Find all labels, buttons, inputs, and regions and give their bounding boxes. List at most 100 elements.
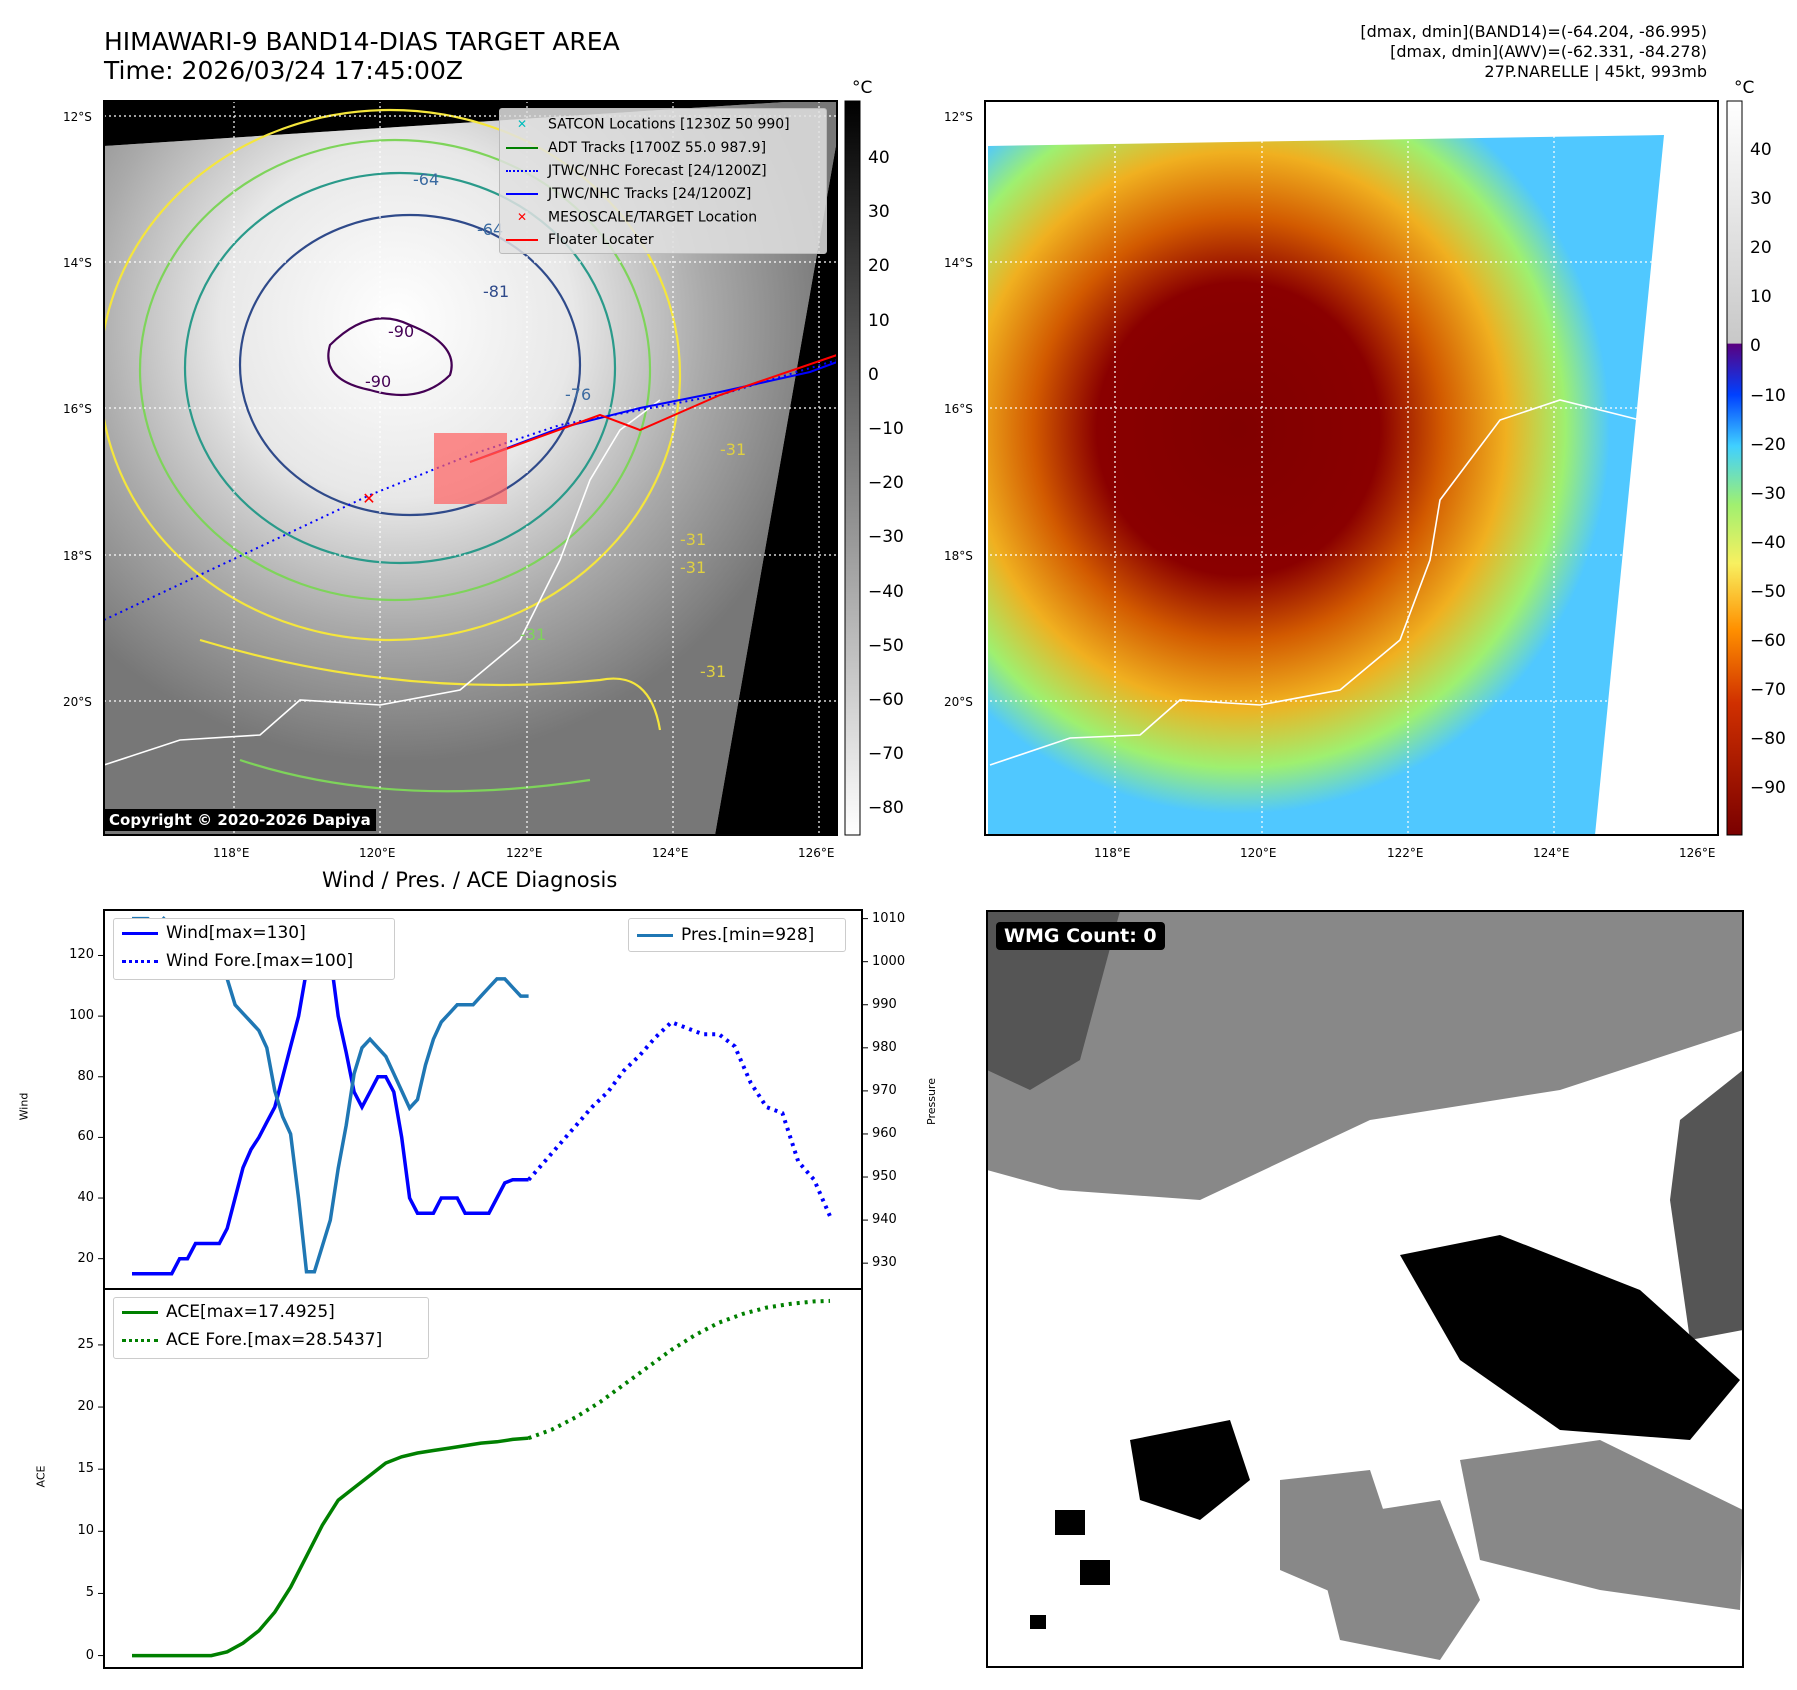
lat-label-awv: 18°S xyxy=(944,549,973,563)
ir-colorbar-unit: °C xyxy=(852,78,873,98)
lon-label-ir: 124°E xyxy=(652,846,689,860)
y-tick-label: 20 xyxy=(77,1250,94,1266)
awv-colorbar-tick: −80 xyxy=(1750,729,1786,750)
awv-colorbar-tick: −10 xyxy=(1750,385,1786,406)
y-tick-right-label: 1000 xyxy=(872,953,906,969)
lon-label-ir: 126°E xyxy=(798,846,835,860)
awv-colorbar-tick: −90 xyxy=(1750,778,1786,799)
legend-label: SATCON Locations [1230Z 50 990] xyxy=(548,116,790,133)
lat-label-awv: 12°S xyxy=(944,110,973,124)
y-tick-label: 15 xyxy=(77,1461,94,1477)
awv-colorbar-tick: 0 xyxy=(1750,336,1761,357)
ir-colorbar-tick: 30 xyxy=(868,202,890,223)
ir-colorbar xyxy=(844,100,861,836)
lon-label-awv: 120°E xyxy=(1240,846,1277,860)
wmg-count-badge: WMG Count: 0 xyxy=(996,922,1165,950)
y-tick-right-label: 950 xyxy=(872,1169,897,1185)
legend-swatch xyxy=(506,169,538,172)
contour-label: -90 xyxy=(365,372,392,391)
lat-label-ir: 12°S xyxy=(63,110,92,124)
ir-colorbar-tick: −70 xyxy=(868,744,904,765)
y-tick-label: 25 xyxy=(77,1336,94,1352)
y-tick-right-label: 940 xyxy=(872,1212,897,1228)
y-tick-right-label: 980 xyxy=(872,1039,897,1055)
y-tick-right-label: 930 xyxy=(872,1255,897,1271)
contour-64a xyxy=(138,138,652,602)
contour-64b xyxy=(183,171,617,565)
lon-label-ir: 122°E xyxy=(506,846,543,860)
chart-title: HIMAWARI-9 BAND14-DIAS TARGET AREA xyxy=(104,27,620,56)
legend-label: Floater Locater xyxy=(548,232,654,248)
lat-label-awv: 14°S xyxy=(944,256,973,270)
awv-colorbar-tick: −30 xyxy=(1750,483,1786,504)
pressure-axis-label: Pressure xyxy=(924,1078,938,1125)
wind-legend: Wind[max=130] Wind Fore.[max=100] xyxy=(113,918,395,980)
legend-swatch: ✕ xyxy=(516,209,528,224)
contour-label: -31 xyxy=(700,662,727,681)
awv-colorbar-tick: −50 xyxy=(1750,581,1786,602)
awv-colorbar-tick: −60 xyxy=(1750,631,1786,651)
jtwc-track xyxy=(469,361,838,463)
legend-label: MESOSCALE/TARGET Location xyxy=(548,209,758,225)
lat-label-ir: 18°S xyxy=(63,549,92,563)
map-legend-entry: Floater Locater xyxy=(506,229,820,252)
contour-label: -31 xyxy=(720,440,747,459)
info-storm: 27P.NARELLE | 45kt, 993mb xyxy=(1484,62,1707,81)
awv-colorbar-tick: 40 xyxy=(1750,140,1772,160)
wmg-panel xyxy=(986,910,1744,1668)
y-tick-label: 20 xyxy=(77,1399,94,1415)
lat-label-ir: 14°S xyxy=(63,256,92,270)
contour-90 xyxy=(327,317,453,397)
map-legend-entry: ADT Tracks [1700Z 55.0 987.9] xyxy=(506,137,820,160)
ace-fore-legend-label: ACE Fore.[max=28.5437] xyxy=(166,1330,383,1350)
chart-time: Time: 2026/03/24 17:45:00Z xyxy=(104,56,463,85)
target-area-box xyxy=(434,433,507,504)
lat-label-ir: 20°S xyxy=(63,695,92,709)
lon-label-ir: 118°E xyxy=(213,846,250,860)
series-line xyxy=(132,1436,529,1658)
awv-colorbar-unit: °C xyxy=(1734,78,1755,98)
ir-colorbar-tick: −10 xyxy=(868,419,904,439)
lon-label-awv: 124°E xyxy=(1533,846,1570,860)
info-band14: [dmax, dmin](BAND14)=(-64.204, -86.995) xyxy=(1360,22,1707,41)
y-tick-right-label: 990 xyxy=(872,996,897,1012)
lon-label-awv: 122°E xyxy=(1387,846,1424,860)
contour-label: -90 xyxy=(388,322,415,341)
y-tick-right-label: 1010 xyxy=(872,910,906,926)
legend-swatch: ✕ xyxy=(516,117,528,131)
diagnosis-title: Wind / Pres. / ACE Diagnosis xyxy=(322,868,618,892)
copyright-badge: Copyright © 2020-2026 Dapiya xyxy=(104,809,376,831)
awv-colorbar-tick: 10 xyxy=(1750,287,1772,308)
wind-axis-label: Wind xyxy=(17,1092,31,1121)
lon-label-awv: 118°E xyxy=(1094,846,1131,860)
map-legend-entry: JTWC/NHC Tracks [24/1200Z] xyxy=(506,183,820,206)
y-tick-label: 80 xyxy=(77,1068,94,1084)
contour-label: -64 xyxy=(413,170,440,189)
info-awv: [dmax, dmin](AWV)=(-62.331, -84.278) xyxy=(1390,42,1707,61)
y-tick-right-label: 970 xyxy=(872,1082,897,1098)
awv-colorbar-tick: −40 xyxy=(1750,532,1786,553)
y-tick-label: 40 xyxy=(77,1190,94,1206)
awv-map-panel xyxy=(984,100,1719,836)
contour-81 xyxy=(238,213,582,517)
ace-legend-label: ACE[max=17.4925] xyxy=(166,1302,335,1322)
lon-label-awv: 126°E xyxy=(1679,846,1716,860)
ir-colorbar-tick: −20 xyxy=(868,473,904,494)
target-location-marker: ✕ xyxy=(362,489,375,508)
y-tick-label: 5 xyxy=(85,1585,94,1601)
y-tick-right-label: 960 xyxy=(872,1125,897,1141)
map-legend: ✕ SATCON Locations [1230Z 50 990] ADT Trac… xyxy=(499,108,827,254)
contour-label: -31 xyxy=(680,558,707,577)
floater-locator xyxy=(469,354,838,463)
map-legend-entry: ✕ SATCON Locations [1230Z 50 990] xyxy=(506,113,820,137)
contour-label: -31 xyxy=(520,625,547,644)
legend-swatch xyxy=(506,239,538,241)
legend-label: JTWC/NHC Forecast [24/1200Z] xyxy=(548,162,767,179)
y-tick-label: 0 xyxy=(85,1647,94,1663)
awv-colorbar-tick: 20 xyxy=(1750,238,1772,259)
awv-colorbar-tick: 30 xyxy=(1750,189,1772,210)
y-tick-label: 100 xyxy=(69,1008,94,1024)
lat-label-ir: 16°S xyxy=(63,402,92,416)
ir-colorbar-tick: −40 xyxy=(868,581,904,602)
contour-label: -31 xyxy=(680,530,707,549)
